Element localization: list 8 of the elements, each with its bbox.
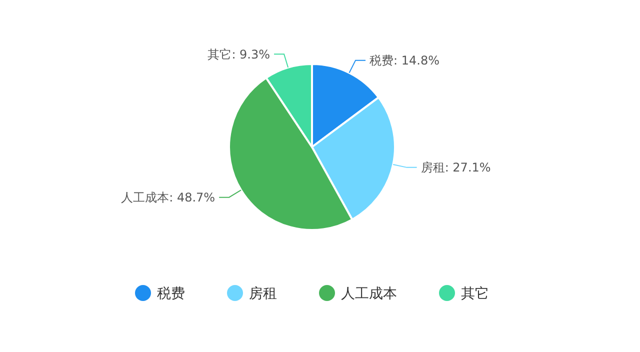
legend-label: 人工成本 bbox=[341, 286, 397, 302]
data-label: 房租: 27.1% bbox=[420, 160, 491, 175]
data-label: 人工成本: 48.7% bbox=[121, 190, 216, 205]
legend-label: 房租 bbox=[249, 286, 277, 302]
legend-label: 税费 bbox=[157, 286, 185, 302]
data-label: 其它: 9.3% bbox=[208, 47, 270, 62]
legend-label: 其它 bbox=[461, 286, 489, 302]
data-label: 税费: 14.8% bbox=[370, 54, 440, 68]
